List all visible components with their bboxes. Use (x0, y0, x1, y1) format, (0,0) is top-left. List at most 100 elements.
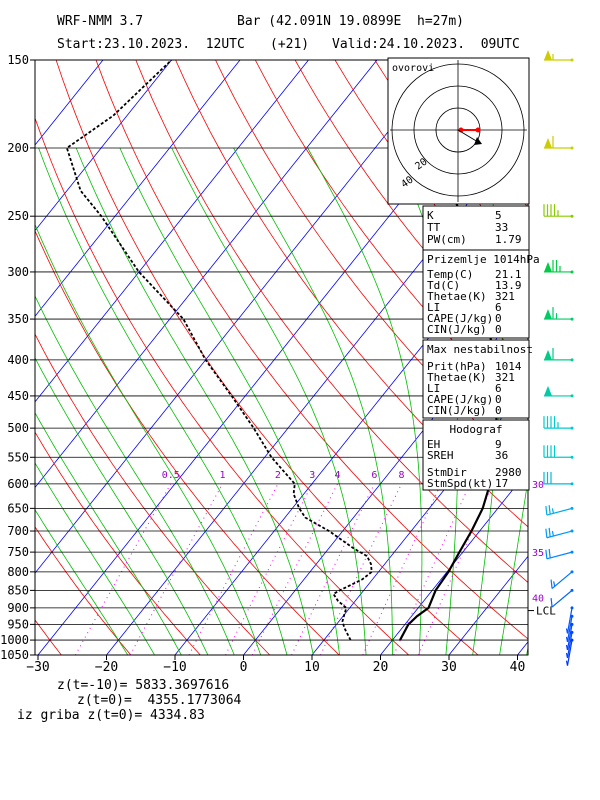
mixing-ratio-label: 2 (275, 470, 281, 481)
index-value: 1014 (495, 360, 522, 373)
wind-barb (543, 445, 574, 459)
pressure-tick-label: 600 (7, 477, 29, 491)
wind-barb-half (565, 636, 569, 642)
pressure-tick-label: 500 (7, 421, 29, 435)
wind-barb-half (551, 508, 555, 514)
isotherm-line (311, 384, 528, 655)
isotherm-line (586, 60, 600, 655)
index-key: LI (427, 301, 440, 314)
hodograph-point (475, 127, 481, 133)
index-key: Td(C) (427, 279, 460, 292)
temperature-tick-label: 0 (240, 660, 248, 675)
wind-barb (545, 505, 574, 516)
moist-adiabat (35, 411, 182, 655)
wind-barb (565, 614, 574, 642)
pressure-tick-label: 250 (7, 209, 29, 223)
index-value: 9 (495, 438, 502, 451)
storm-motion-arrowhead (474, 137, 482, 145)
wind-barb-half (565, 628, 569, 634)
wind-barb-feather (545, 549, 548, 559)
wind-barb-base (570, 506, 574, 510)
wind-barb-feather (548, 505, 551, 515)
index-value: 321 (495, 371, 515, 384)
wind-barb-feather (545, 528, 548, 538)
dewpoint-profile (65, 60, 373, 641)
index-block-title: Prizemlje 1014hPa (427, 253, 540, 266)
wind-barb-staff (566, 616, 573, 642)
wind-barb-base (570, 588, 574, 592)
wind-barb-base (570, 614, 574, 618)
wind-barb (545, 548, 574, 560)
index-value: 13.9 (495, 279, 522, 292)
mixing-ratio-line (251, 483, 338, 655)
wind-barb (565, 638, 574, 666)
index-value: 2980 (495, 466, 522, 479)
temperature-tick-label: −30 (26, 660, 49, 675)
pressure-tick-label: 950 (7, 617, 29, 631)
wind-barb-feather (548, 527, 551, 537)
pressure-tick-label: 350 (7, 312, 29, 326)
mixing-ratio-line (418, 483, 494, 655)
pressure-tick-label: 1050 (0, 648, 29, 662)
height-t0-grib: iz griba z(t=0)= 4334.83 (17, 708, 205, 723)
wind-barb-feather (548, 548, 551, 559)
wind-barb (543, 471, 574, 486)
mixing-ratio-labels: 0.5 1 2 3 4 6 8 (162, 470, 405, 481)
index-key: PW(cm) (427, 233, 467, 246)
wind-barb-half (551, 530, 555, 537)
wind-speed-label: 30 (532, 480, 544, 491)
index-key: StmSpd(kt) (427, 477, 493, 490)
wind-barb-base (570, 570, 574, 574)
index-key: EH (427, 438, 440, 451)
wind-barb-half (553, 581, 556, 587)
index-value: 0 (495, 323, 502, 336)
isotherm-line (35, 60, 309, 403)
wind-barb-base (570, 529, 574, 533)
wind-barb-half (565, 660, 569, 666)
wind-barb (544, 385, 574, 398)
isotherm-line (35, 60, 446, 574)
temperature-tick-label: −20 (95, 660, 118, 675)
run-start: Start:23.10.2023. 12UTC (57, 37, 245, 52)
pressure-tick-label: 150 (7, 53, 29, 67)
indices-block (422, 249, 530, 339)
pressure-tick-label: 1000 (0, 633, 29, 647)
temperature-axis-labels: −30 −20 −10 0 10 20 30 40 (26, 655, 525, 675)
indices-block (422, 419, 530, 491)
dry-adiabat (574, 60, 600, 655)
temperature-tick-label: 40 (510, 660, 526, 675)
wind-barb (550, 588, 574, 608)
moist-adiabat (75, 147, 314, 655)
mixing-ratio-line (129, 483, 223, 655)
index-key: Prit(hPa) (427, 360, 487, 373)
moist-adiabat (119, 147, 340, 655)
index-value: 0 (495, 404, 502, 417)
wind-barb-staff (551, 571, 573, 590)
pressure-tick-label: 650 (7, 501, 29, 515)
dry-adiabat (534, 60, 600, 655)
height-t0: z(t=0)= 4355.1773064 (77, 693, 242, 708)
index-key: SREH (427, 449, 454, 462)
index-value: 21.1 (495, 268, 522, 281)
valid-time: Valid:24.10.2023. 09UTC (332, 37, 520, 52)
mixing-ratio-label: 1 (219, 470, 225, 481)
wind-barb-pennant (544, 309, 552, 320)
wind-barb-base (570, 630, 574, 634)
index-key: StmDir (427, 466, 467, 479)
storm-motion-vector (457, 129, 479, 143)
wind-barb-pennant (544, 385, 552, 396)
wind-barb-base (570, 550, 574, 554)
wind-barb (544, 50, 574, 62)
lcl-label: LCL (536, 605, 556, 618)
mixing-ratio-label: 3 (309, 470, 315, 481)
stability-indices-panel: K 5 TT 33 PW(cm) 1.79 Prizemlje 1014hPa Temp(C)… (422, 205, 540, 491)
index-key: CIN(J/kg) (427, 404, 487, 417)
mixing-ratio-line (74, 483, 172, 655)
wind-barb-staff (546, 551, 573, 560)
wind-barb (544, 307, 574, 321)
wind-barb-base (570, 146, 574, 150)
index-key: Thetae(K) (427, 371, 487, 384)
index-value: 36 (495, 449, 508, 462)
mixing-ratio-line (291, 483, 375, 655)
